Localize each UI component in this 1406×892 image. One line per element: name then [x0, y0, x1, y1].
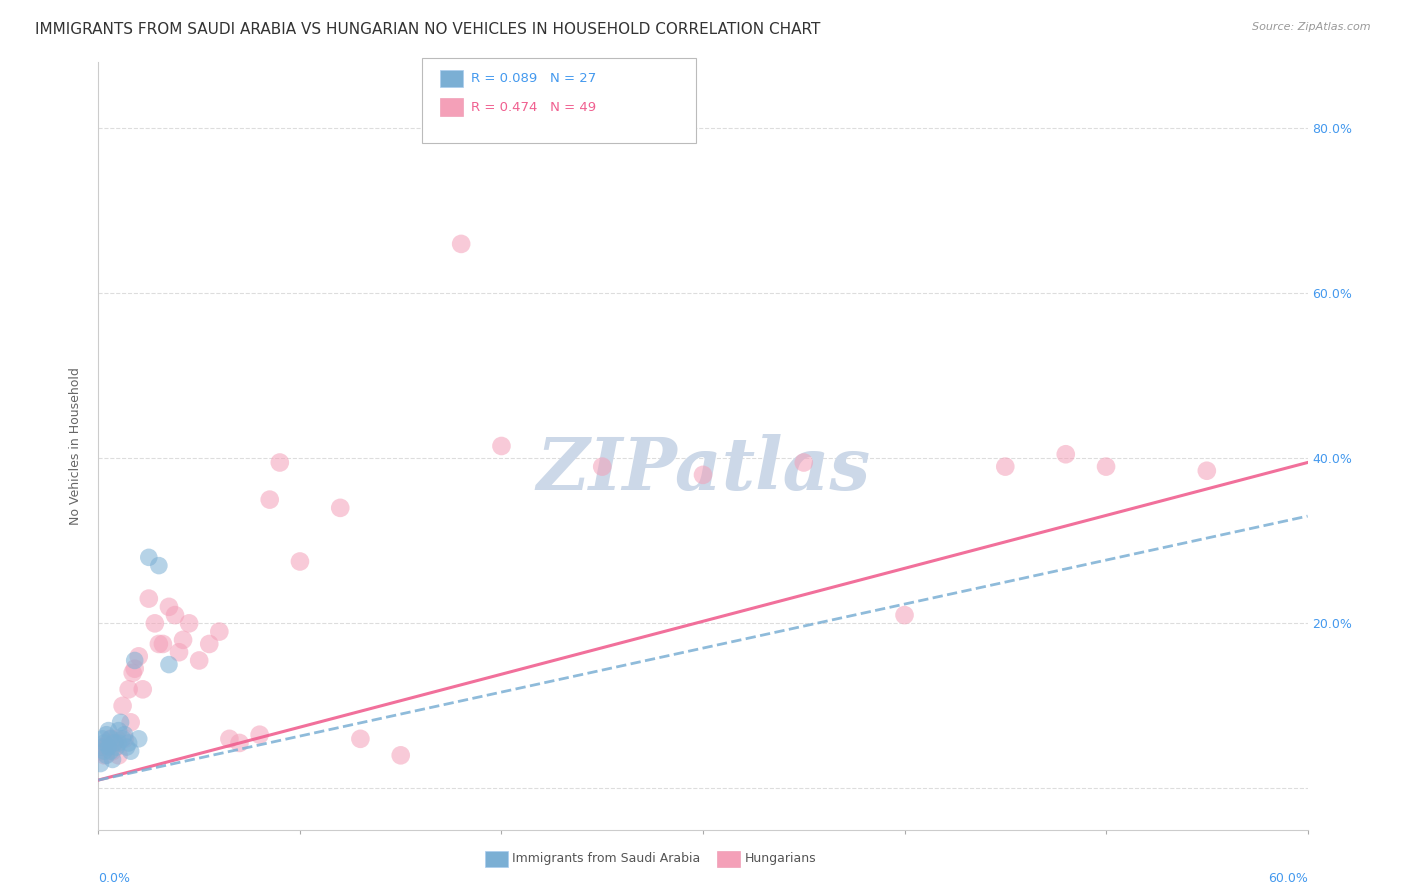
Point — [114, 731, 136, 746]
Point — [100, 731, 122, 746]
Point — [259, 492, 281, 507]
Point — [96, 740, 118, 755]
Point — [143, 616, 166, 631]
Point — [124, 662, 146, 676]
Point — [288, 554, 311, 568]
Point — [103, 736, 125, 750]
Point — [105, 731, 128, 746]
Point — [91, 740, 114, 755]
Point — [91, 740, 114, 755]
Point — [105, 740, 128, 755]
Point — [132, 682, 155, 697]
Text: Source: ZipAtlas.com: Source: ZipAtlas.com — [1253, 22, 1371, 32]
Text: R = 0.089   N = 27: R = 0.089 N = 27 — [471, 72, 596, 85]
Point — [198, 637, 221, 651]
Point — [389, 748, 412, 763]
Text: Hungarians: Hungarians — [745, 853, 817, 865]
Point — [120, 715, 142, 730]
Point — [91, 731, 114, 746]
Text: R = 0.474   N = 49: R = 0.474 N = 49 — [471, 101, 596, 113]
Point — [115, 740, 138, 755]
Point — [591, 459, 613, 474]
Point — [97, 740, 120, 755]
Point — [167, 645, 190, 659]
Point — [128, 649, 150, 664]
Point — [89, 756, 111, 771]
Point — [893, 608, 915, 623]
Point — [107, 723, 129, 738]
Point — [111, 731, 134, 746]
Point — [994, 459, 1017, 474]
Point — [172, 632, 194, 647]
Point — [1095, 459, 1118, 474]
Text: 0.0%: 0.0% — [98, 871, 131, 885]
Point — [228, 736, 250, 750]
Point — [111, 698, 134, 713]
Point — [157, 657, 180, 672]
Point — [148, 558, 170, 573]
Point — [124, 653, 146, 667]
Point — [110, 715, 132, 730]
Point — [97, 723, 120, 738]
Text: IMMIGRANTS FROM SAUDI ARABIA VS HUNGARIAN NO VEHICLES IN HOUSEHOLD CORRELATION C: IMMIGRANTS FROM SAUDI ARABIA VS HUNGARIA… — [35, 22, 821, 37]
Point — [179, 616, 201, 631]
Point — [188, 653, 211, 667]
Point — [89, 744, 111, 758]
Point — [103, 736, 125, 750]
Point — [118, 682, 141, 697]
Point — [93, 744, 115, 758]
Point — [269, 455, 291, 469]
Point — [491, 439, 513, 453]
Point — [101, 744, 124, 758]
Point — [138, 550, 160, 565]
Point — [107, 748, 129, 763]
Point — [208, 624, 231, 639]
Point — [450, 236, 472, 251]
Text: 60.0%: 60.0% — [1268, 871, 1308, 885]
Point — [100, 731, 122, 746]
Point — [152, 637, 174, 651]
Point — [100, 744, 122, 758]
Point — [349, 731, 371, 746]
Point — [93, 736, 115, 750]
Point — [138, 591, 160, 606]
Point — [93, 748, 115, 763]
Point — [1195, 464, 1218, 478]
Point — [249, 728, 271, 742]
Point — [114, 728, 136, 742]
Point — [163, 608, 186, 623]
Point — [121, 665, 143, 680]
Point — [97, 736, 120, 750]
Y-axis label: No Vehicles in Household: No Vehicles in Household — [69, 368, 83, 524]
Point — [692, 467, 714, 482]
Point — [148, 637, 170, 651]
Text: ZIPatlas: ZIPatlas — [536, 434, 870, 505]
Text: Immigrants from Saudi Arabia: Immigrants from Saudi Arabia — [512, 853, 700, 865]
Point — [218, 731, 240, 746]
Point — [101, 752, 124, 766]
Point — [793, 455, 815, 469]
Point — [118, 736, 141, 750]
Point — [120, 744, 142, 758]
Point — [128, 731, 150, 746]
Point — [96, 728, 118, 742]
Point — [96, 748, 118, 763]
Point — [107, 736, 129, 750]
Point — [329, 500, 352, 515]
Point — [157, 599, 180, 614]
Point — [1054, 447, 1077, 461]
